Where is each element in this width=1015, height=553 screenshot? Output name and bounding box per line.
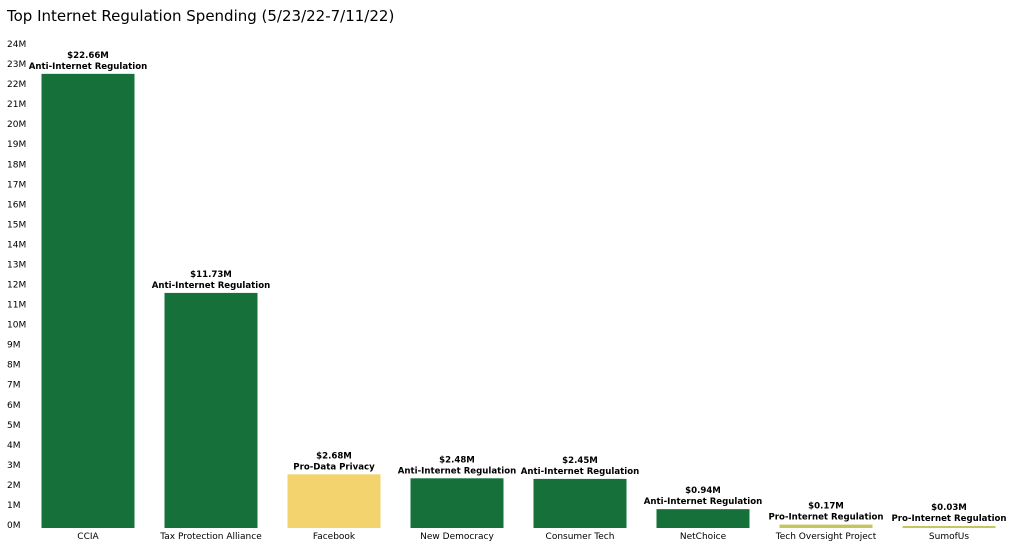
data-label-group: Anti-Internet Regulation [29, 62, 147, 72]
x-tick-label: Tax Protection Alliance [159, 532, 262, 542]
y-tick-label: 12M [7, 281, 26, 291]
y-tick-label: 9M [7, 341, 21, 351]
y-tick-label: 7M [7, 381, 21, 391]
x-tick-label: New Democracy [420, 532, 494, 542]
y-tick-label: 13M [7, 260, 26, 270]
data-label-group: Pro-Data Privacy [293, 462, 375, 472]
y-tick-label: 18M [7, 160, 26, 170]
bar [779, 524, 873, 528]
y-tick-label: 2M [7, 481, 21, 491]
data-label-value: $11.73M [190, 270, 232, 280]
data-label-value: $2.68M [316, 451, 352, 461]
y-tick-label: 22M [7, 80, 26, 90]
y-tick-label: 0M [7, 521, 21, 531]
y-tick-label: 21M [7, 100, 26, 110]
data-label-value: $0.17M [808, 502, 844, 512]
chart-title: Top Internet Regulation Spending (5/23/2… [7, 7, 395, 25]
bars [41, 73, 996, 528]
data-label-group: Pro-Internet Regulation [768, 513, 883, 523]
data-label-group: Anti-Internet Regulation [152, 281, 270, 291]
y-tick-label: 24M [7, 40, 26, 50]
x-tick-label: NetChoice [680, 532, 727, 542]
data-label-value: $0.94M [685, 486, 721, 496]
y-tick-label: 23M [7, 60, 26, 70]
x-tick-label: Facebook [313, 532, 356, 542]
y-tick-label: 4M [7, 441, 21, 451]
bar [41, 73, 135, 528]
y-tick-label: 1M [7, 501, 21, 511]
x-tick-label: Consumer Tech [546, 532, 615, 542]
bar [287, 474, 381, 528]
data-label-group: Anti-Internet Regulation [521, 467, 639, 477]
data-label-value: $2.45M [562, 456, 598, 466]
bar [410, 478, 504, 528]
data-label-group: Pro-Internet Regulation [891, 514, 1006, 524]
y-tick-label: 16M [7, 200, 26, 210]
y-tick-label: 17M [7, 180, 26, 190]
y-tick-label: 6M [7, 401, 21, 411]
x-tick-label: CCIA [77, 532, 99, 542]
bar [902, 526, 996, 528]
data-label-value: $0.03M [931, 503, 967, 513]
y-tick-label: 20M [7, 120, 26, 130]
x-tick-label: Tech Oversight Project [775, 532, 877, 542]
x-axis: CCIA Tax Protection Alliance Facebook New D… [77, 532, 969, 542]
bar [164, 292, 258, 528]
data-label-value: $22.66M [67, 51, 109, 61]
y-tick-label: 19M [7, 140, 26, 150]
y-tick-label: 3M [7, 461, 21, 471]
data-label-group: Anti-Internet Regulation [398, 466, 516, 476]
bar [656, 509, 750, 528]
y-tick-label: 15M [7, 220, 26, 230]
y-tick-label: 10M [7, 321, 26, 331]
bar [533, 478, 627, 528]
y-tick-label: 8M [7, 361, 21, 371]
data-label-value: $2.48M [439, 455, 475, 465]
y-tick-label: 5M [7, 421, 21, 431]
y-tick-label: 14M [7, 240, 26, 250]
y-axis: 0M 1M 2M 3M 4M 5M 6M 7M 8M 9M 10M 11M 12M 13M 14M 15M 16… [7, 40, 26, 531]
data-label-group: Anti-Internet Regulation [644, 497, 762, 507]
y-tick-label: 11M [7, 301, 26, 311]
x-tick-label: SumofUs [929, 532, 969, 542]
